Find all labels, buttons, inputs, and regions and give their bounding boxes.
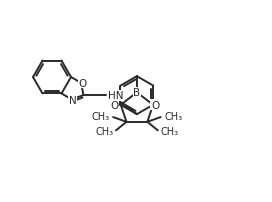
Text: CH₃: CH₃ xyxy=(165,112,183,122)
Text: CH₃: CH₃ xyxy=(91,112,109,122)
Text: O: O xyxy=(79,79,87,88)
Text: HN: HN xyxy=(108,91,124,101)
Text: O: O xyxy=(151,100,159,110)
Text: B: B xyxy=(133,88,140,98)
Text: CH₃: CH₃ xyxy=(95,127,113,137)
Text: O: O xyxy=(110,100,119,110)
Text: CH₃: CH₃ xyxy=(161,127,179,137)
Text: N: N xyxy=(69,96,76,106)
